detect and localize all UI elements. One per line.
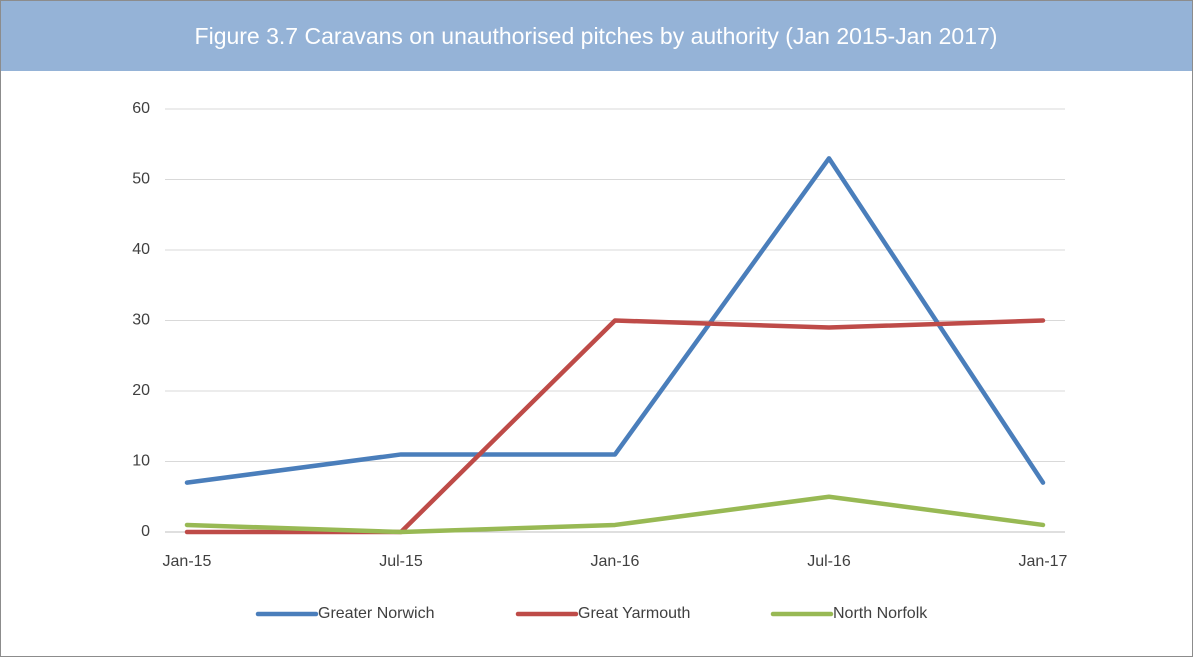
- y-tick-label: 20: [132, 382, 150, 399]
- legend-label: Greater Norwich: [318, 605, 434, 622]
- y-tick-label: 50: [132, 171, 150, 188]
- y-tick-label: 40: [132, 241, 150, 258]
- x-tick-label: Jul-16: [807, 553, 851, 570]
- x-tick-label: Jan-17: [1019, 553, 1068, 570]
- legend-label: North Norfolk: [833, 605, 928, 622]
- x-tick-label: Jan-16: [591, 553, 640, 570]
- series-line: [184, 494, 1046, 535]
- y-tick-label: 30: [132, 312, 150, 329]
- x-tick-label: Jan-15: [163, 553, 212, 570]
- chart-title: Figure 3.7 Caravans on unauthorised pitc…: [195, 23, 998, 49]
- series-line: [184, 156, 1046, 485]
- y-tick-label: 0: [141, 523, 150, 540]
- y-tick-label: 60: [132, 100, 150, 117]
- series-line: [184, 318, 1046, 535]
- title-bar: [1, 1, 1192, 71]
- y-tick-label: 10: [132, 453, 150, 470]
- legend-label: Great Yarmouth: [578, 605, 690, 622]
- x-tick-label: Jul-15: [379, 553, 423, 570]
